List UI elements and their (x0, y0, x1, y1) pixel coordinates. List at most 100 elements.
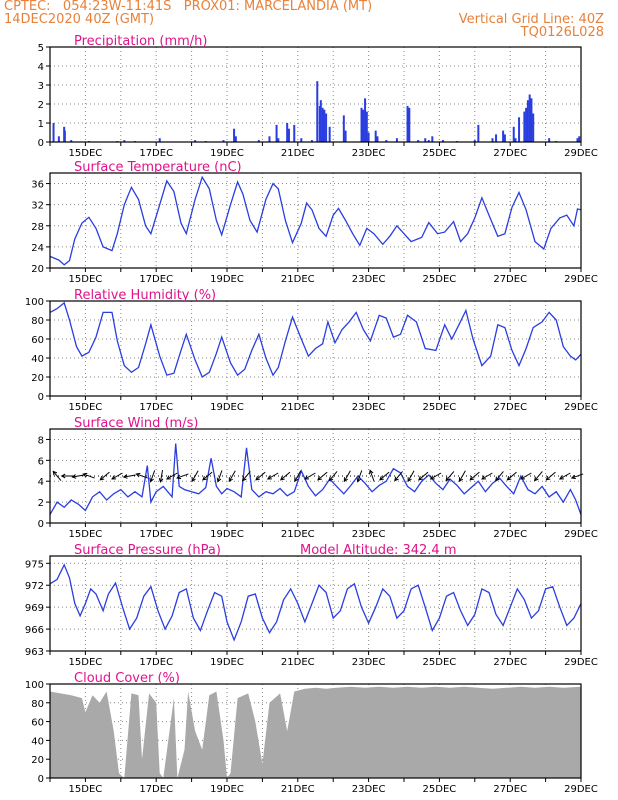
wind-arrow (469, 471, 480, 481)
wind-arrow (228, 470, 236, 483)
y-tick-label: 0 (38, 774, 44, 785)
precip-bar (523, 111, 526, 142)
wind-arrow-shaft (202, 471, 213, 481)
precip-bar (473, 140, 476, 142)
x-tick-label: 19DEC (210, 657, 244, 668)
wind-arrow-head (122, 474, 128, 479)
wind-arrow-head (429, 475, 435, 480)
y-tick-label: 2 (38, 498, 44, 509)
wind-arrow-head (280, 475, 285, 481)
precip-bar (319, 100, 322, 142)
x-tick-label: 23DEC (352, 274, 386, 285)
wind-arrow-shaft (407, 470, 415, 482)
wind-arrow-head (241, 476, 247, 482)
x-tick-label: 15DEC (69, 148, 103, 159)
wind-arrow (280, 471, 291, 481)
panel-frame (49, 555, 582, 652)
x-tick-label: 29DEC (564, 784, 598, 795)
precip-bar (194, 140, 197, 142)
x-tick-label: 27DEC (493, 274, 527, 285)
wind-arrow-head (469, 475, 475, 481)
x-tick-label: 29DEC (564, 657, 598, 668)
wind-arrow-head (379, 475, 384, 481)
wind-arrow-head (445, 476, 451, 482)
wind-arrow-head (407, 477, 412, 483)
precip-bar (530, 98, 533, 142)
precip-bar (576, 138, 579, 142)
precip-bar (360, 107, 363, 142)
wind-arrow-shaft (469, 471, 480, 481)
wind-arrow-head (520, 475, 525, 480)
wind-arrow-head (99, 475, 105, 481)
wind-arrow-shaft (379, 471, 390, 481)
x-tick-label: 21DEC (281, 274, 315, 285)
wind-arrow-head (481, 475, 487, 480)
wind-arrows (50, 469, 584, 483)
x-tick-label: 19DEC (210, 402, 244, 413)
precip-bar (514, 138, 517, 142)
x-tick-label: 21DEC (281, 402, 315, 413)
wind-arrow-head (343, 477, 349, 483)
x-tick-label: 29DEC (564, 529, 598, 540)
precip-panel: 0 1 2 3 4 5 15DEC 17DEC 19DEC 21DEC 23DEC 25DEC 27DE… (38, 34, 598, 159)
precip-bar (310, 140, 313, 142)
x-tick-label: 19DEC (210, 529, 244, 540)
x-tick-label: 21DEC (281, 148, 315, 159)
y-tick-label: 0 (38, 519, 44, 530)
precip-bar (477, 124, 480, 142)
y-tick-label: 8 (38, 435, 44, 446)
x-tick-label: 15DEC (69, 402, 103, 413)
wind-arrow-shaft (394, 471, 403, 481)
wind-arrow (166, 472, 178, 480)
y-tick-label: 60 (31, 335, 44, 346)
precip-bar (57, 136, 60, 142)
x-tick-label: 27DEC (493, 148, 527, 159)
wind-arrow-shaft (267, 472, 279, 480)
wind-arrow-head (60, 473, 66, 479)
precip-bar (63, 130, 66, 142)
panel-frame (49, 46, 582, 143)
wind-arrow-head (558, 475, 564, 480)
precip-bar (408, 107, 411, 142)
precip-bar (526, 100, 529, 142)
pressure-series-line (49, 563, 582, 642)
wind-title: Surface Wind (m/s) (74, 416, 198, 431)
wind-arrow (82, 472, 95, 479)
x-tick-label: 29DEC (564, 274, 598, 285)
wind-arrow-head (135, 472, 141, 478)
wind-arrow (122, 474, 136, 479)
x-tick-label: 19DEC (210, 784, 244, 795)
wind-arrow (158, 470, 164, 483)
x-tick-label: 29DEC (564, 148, 598, 159)
precip-bar (362, 109, 365, 142)
y-tick-label: 100 (25, 680, 44, 691)
x-tick-label: 17DEC (139, 402, 173, 413)
precip-bar (528, 94, 531, 142)
wind-arrow-head (394, 476, 399, 482)
wind-arrow-shaft (445, 471, 455, 481)
wind-arrow (99, 471, 110, 481)
wind-arrow-shaft (159, 470, 164, 482)
x-tick-label: 27DEC (493, 784, 527, 795)
precip-bar (286, 123, 289, 142)
wind-arrow-head (294, 477, 299, 483)
y-tick-label: 32 (31, 201, 44, 212)
wind-arrow (429, 472, 442, 480)
precip-bar (491, 138, 494, 142)
panel-frame (49, 683, 582, 779)
panel-frame (49, 172, 582, 269)
wind-arrow-head (533, 476, 539, 482)
x-tick-label: 25DEC (423, 274, 457, 285)
y-tick-label: 40 (31, 736, 44, 747)
x-tick-label: 17DEC (139, 529, 173, 540)
wind-arrow (570, 473, 584, 480)
y-tick-label: 40 (31, 354, 44, 365)
precip-bar (495, 134, 498, 142)
header-grid-note: Vertical Grid Line: 40Z (458, 12, 604, 27)
wind-arrow-shaft (418, 471, 429, 481)
precip-bar (532, 113, 535, 142)
wind-arrow-shaft (545, 471, 556, 481)
wind-arrow-head (368, 469, 374, 475)
precip-bar (316, 81, 319, 142)
